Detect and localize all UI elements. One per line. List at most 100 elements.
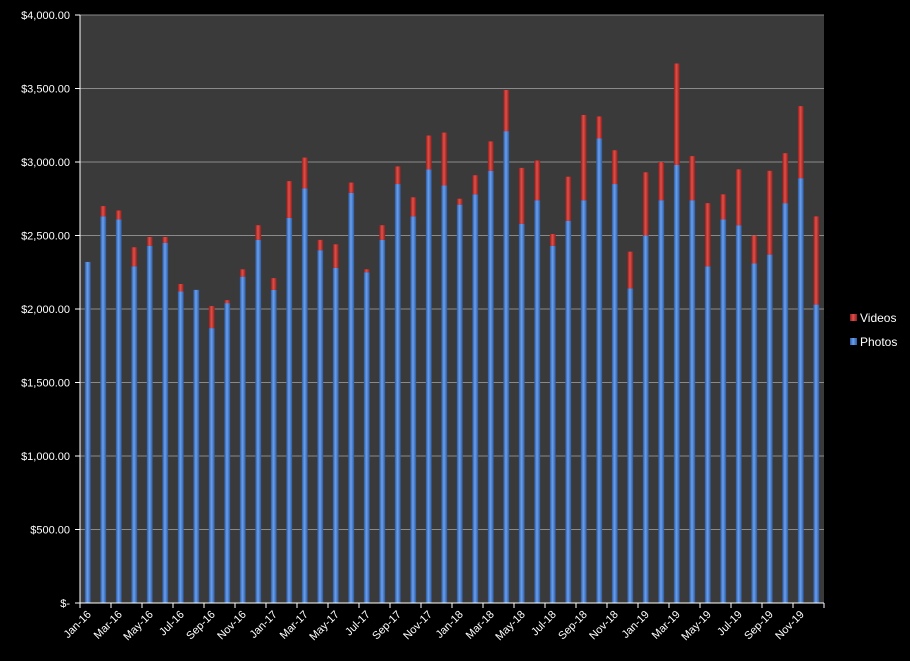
bar-videos [239,269,246,277]
bar-videos [735,169,742,226]
bar-photos [441,185,448,603]
y-tick-label: $4,000.00 [21,10,70,22]
x-tick-label: Jul-18 [529,609,559,639]
bar-photos [131,266,138,603]
bar-photos [379,239,386,603]
x-tick-label: Nov-16 [215,609,249,643]
y-tick-label: $500.00 [30,525,70,537]
bar-videos [348,182,355,193]
x-tick-label: May-19 [679,609,713,643]
bar-videos [301,157,308,189]
bar-photos [766,254,773,604]
y-tick-label: $2,000.00 [21,304,70,316]
bar-videos [658,162,665,201]
bar-photos [472,194,479,603]
bar-videos [642,172,649,236]
bar-videos [813,216,820,305]
x-tick-label: Nov-18 [587,609,621,643]
bar-photos [735,225,742,603]
x-tick-label: May-16 [121,609,155,643]
bar-videos [456,198,463,205]
bar-photos [720,219,727,603]
bar-photos [317,250,324,603]
bar-photos [565,220,572,604]
bar-videos [627,251,634,289]
bar-videos [115,210,122,220]
bar-videos [131,247,138,267]
bar-videos [146,236,153,246]
bar-videos [100,206,107,217]
bar-videos [410,197,417,217]
bar-photos [100,216,107,603]
x-tick-label: May-17 [307,609,341,643]
gridlines [75,14,824,604]
bar-photos [456,204,463,603]
x-tick-label: Mar-16 [92,609,125,642]
bar-videos [596,116,603,139]
y-tick-label: $- [60,598,70,610]
bars [84,63,820,604]
bar-photos [689,200,696,603]
bar-videos [270,278,277,290]
bar-photos [146,245,153,604]
bar-photos [332,267,339,603]
bar-photos [518,223,525,604]
bar-photos [348,192,355,603]
y-tick-label: $3,500.00 [21,84,70,96]
bar-photos [627,288,634,603]
bar-photos [286,217,293,604]
x-tick-label: Jul-17 [343,609,373,639]
bar-videos [751,235,758,264]
bar-photos [301,188,308,603]
bar-videos [379,225,386,240]
y-tick-label: $1,000.00 [21,451,70,463]
bar-photos [224,303,231,603]
bar-photos [394,184,401,604]
bar-videos [487,141,494,171]
y-axis-tick-labels: $- $500.00 $1,000.00 $1,500.00 $2,000.00 $2,5… [21,10,70,610]
bar-photos [580,200,587,603]
bar-videos [720,194,727,220]
x-tick-label: Jan-19 [620,609,652,641]
bar-photos [487,170,494,603]
bar-photos [208,328,215,603]
x-tick-label: Mar-18 [464,609,497,642]
legend-label: Videos [860,311,896,325]
bar-photos [162,242,169,603]
x-tick-label: Nov-19 [773,609,807,643]
bar-videos [317,239,324,251]
bar-photos [410,216,417,603]
x-tick-label: Mar-17 [278,609,311,642]
bar-photos [193,289,200,603]
x-tick-label: Sep-16 [184,609,218,643]
x-tick-label: Jul-19 [715,609,745,639]
x-tick-label: Mar-19 [650,609,683,642]
bar-photos [239,276,246,603]
bar-videos [441,132,448,186]
bar-videos [363,269,370,273]
bar-photos [813,304,820,603]
bar-videos [611,150,618,185]
x-tick-label: Sep-18 [556,609,590,643]
bar-videos [580,114,587,201]
bar-photos [704,266,711,603]
bar-photos [751,263,758,603]
bar-videos [549,234,556,246]
y-tick-label: $1,500.00 [21,378,70,390]
y-tick-label: $3,000.00 [21,157,70,169]
bar-videos [286,181,293,218]
bar-videos [766,170,773,255]
bar-photos [611,184,618,604]
bar-videos [425,135,432,170]
x-tick-label: Jul-16 [157,609,187,639]
bar-photos [270,289,277,603]
bar-photos [115,219,122,603]
bar-photos [658,200,665,603]
bar-photos [673,164,680,603]
legend: Videos Photos [850,311,897,349]
x-tick-label: Jan-16 [62,609,94,641]
bar-photos [642,235,649,603]
bar-photos [363,272,370,603]
bar-videos [565,176,572,221]
